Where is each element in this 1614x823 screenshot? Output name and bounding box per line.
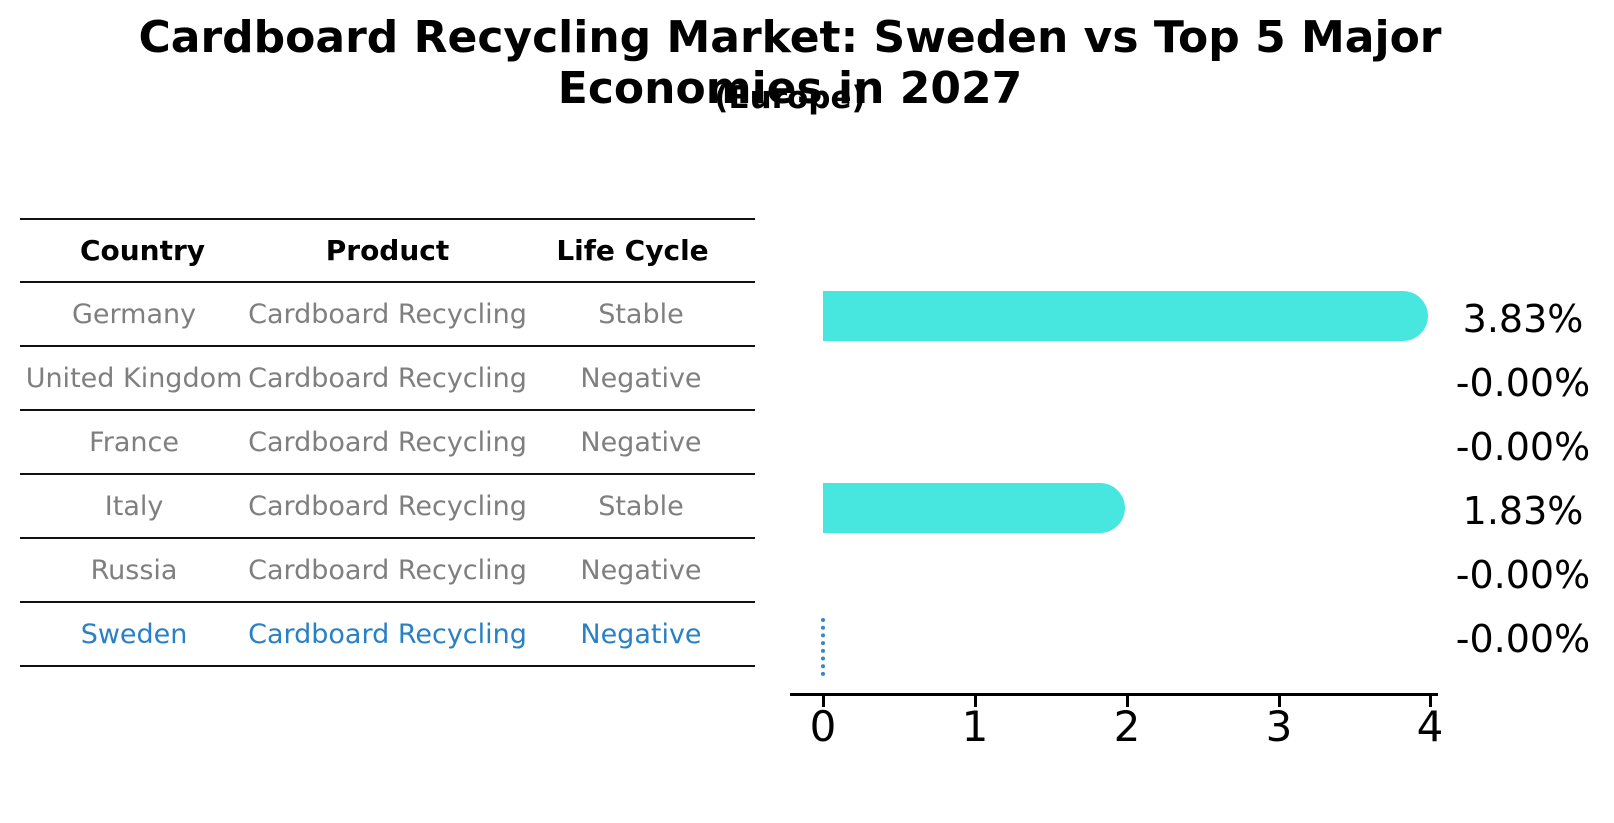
x-axis-tick	[974, 695, 977, 707]
life-cycle-cell: Stable	[598, 298, 684, 330]
column-header-product: Product	[325, 234, 450, 267]
column-header-country: Country	[79, 234, 206, 267]
table-row: France Cardboard Recycling Negative	[20, 411, 755, 475]
x-axis-tick	[1126, 695, 1129, 707]
sweden-zero-marker-dotted-line	[821, 618, 825, 676]
x-axis-tick	[1429, 695, 1432, 707]
product-cell: Cardboard Recycling	[248, 298, 527, 330]
chart-title: Cardboard Recycling Market: Sweden vs To…	[138, 12, 1442, 114]
table-row-highlighted-sweden: Sweden Cardboard Recycling Negative	[20, 603, 755, 667]
country-cell: Sweden	[80, 618, 188, 650]
product-cell: Cardboard Recycling	[248, 426, 527, 458]
country-table: Country Product Life Cycle Germany Cardb…	[20, 218, 755, 667]
table-row: Russia Cardboard Recycling Negative	[20, 539, 755, 603]
product-cell: Cardboard Recycling	[248, 490, 527, 522]
country-cell: France	[89, 426, 179, 458]
x-tick-label-2: 2	[1113, 702, 1141, 751]
life-cycle-cell: Stable	[598, 490, 684, 522]
country-cell: Russia	[90, 554, 178, 586]
value-label-france: -0.00%	[1455, 425, 1591, 469]
life-cycle-cell: Negative	[580, 554, 702, 586]
x-tick-label-3: 3	[1265, 702, 1293, 751]
table-row: Italy Cardboard Recycling Stable	[20, 475, 755, 539]
value-label-united-kingdom: -0.00%	[1455, 361, 1591, 405]
value-label-italy: 1.83%	[1462, 489, 1584, 533]
product-cell: Cardboard Recycling	[248, 618, 527, 650]
chart-subtitle: (Europe)	[714, 80, 866, 116]
table-row: Germany Cardboard Recycling Stable	[20, 283, 755, 347]
country-cell: Germany	[72, 298, 197, 330]
x-tick-label-4: 4	[1416, 702, 1444, 751]
country-cell: United Kingdom	[25, 362, 243, 394]
x-axis-tick	[1278, 695, 1281, 707]
life-cycle-cell: Negative	[580, 362, 702, 394]
table-header-row: Country Product Life Cycle	[20, 220, 755, 283]
value-label-russia: -0.00%	[1455, 553, 1591, 597]
life-cycle-cell: Negative	[580, 618, 702, 650]
life-cycle-cell: Negative	[580, 426, 702, 458]
value-label-sweden: -0.00%	[1455, 617, 1591, 661]
bar-germany	[823, 291, 1428, 341]
table-row: United Kingdom Cardboard Recycling Negat…	[20, 347, 755, 411]
x-axis-line	[790, 693, 1438, 696]
value-label-germany: 3.83%	[1462, 297, 1584, 341]
country-cell: Italy	[104, 490, 164, 522]
x-axis-tick	[822, 695, 825, 707]
product-cell: Cardboard Recycling	[248, 554, 527, 586]
column-header-life-cycle: Life Cycle	[556, 234, 709, 267]
bar-italy	[823, 483, 1125, 533]
x-tick-label-0: 0	[809, 702, 837, 751]
x-tick-label-1: 1	[961, 702, 989, 751]
product-cell: Cardboard Recycling	[248, 362, 527, 394]
